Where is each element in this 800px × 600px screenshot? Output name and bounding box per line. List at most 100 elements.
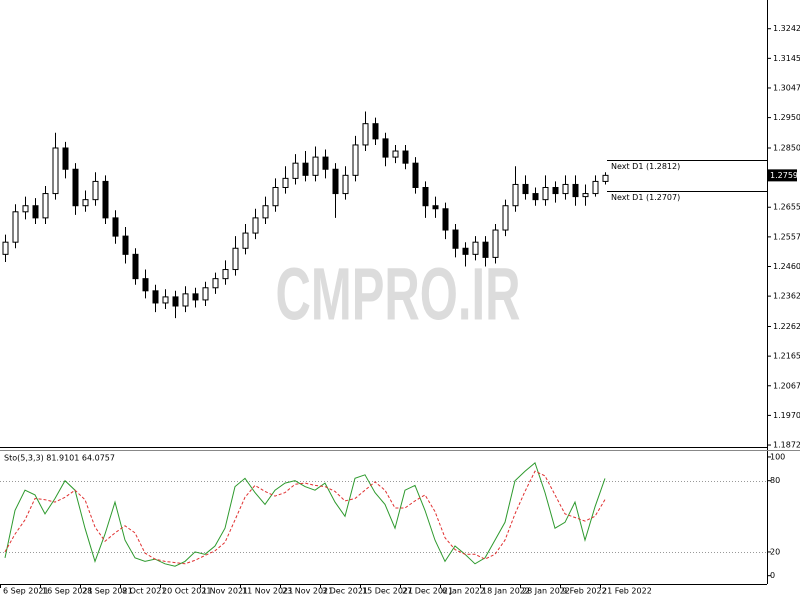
y-tick-label: 1.25575	[773, 232, 800, 241]
candle-body	[222, 269, 229, 280]
y-tick-label: 0	[770, 571, 775, 580]
x-tick-label: 21 Feb 2022	[602, 587, 652, 596]
candle-body	[132, 253, 139, 280]
candle-body	[472, 241, 479, 255]
candle-body	[262, 205, 269, 219]
candle-body	[2, 241, 9, 255]
candle-body	[182, 293, 189, 307]
y-tick-label: 80	[770, 476, 780, 485]
candle-body	[272, 186, 279, 207]
candle-body	[482, 241, 489, 258]
candle-body	[42, 193, 49, 219]
y-tick-label: 1.19700	[773, 411, 800, 420]
candle-body	[52, 147, 59, 195]
candle-body	[282, 177, 289, 188]
candle-body	[82, 199, 89, 207]
y-tick-label: 1.28500	[773, 143, 800, 152]
x-tick-label: 20 Oct 2021	[162, 587, 211, 596]
candle-body	[542, 186, 549, 201]
candle-body	[152, 290, 159, 304]
candle-body	[142, 278, 149, 292]
x-tick-label: 23 Nov 2021	[282, 587, 333, 596]
candle-body	[292, 162, 299, 179]
candle-body	[522, 183, 529, 195]
price-label: 1.27599	[770, 171, 800, 180]
candle-body	[162, 296, 169, 304]
y-tick-label: 1.21650	[773, 352, 800, 361]
watermark: CMPRO.IR	[276, 253, 521, 336]
candle-body	[572, 183, 579, 198]
candle-body	[212, 278, 219, 289]
y-tick-label: 1.32425	[773, 24, 800, 33]
candle-body	[232, 247, 239, 271]
x-tick-label: 6 Sep 2021	[3, 587, 49, 596]
candle-body	[462, 247, 469, 255]
x-tick-label: 6 Jan 2022	[442, 587, 485, 596]
candle-body	[252, 217, 259, 234]
x-tick-label: 18 Jan 2022	[482, 587, 530, 596]
indicator-title: Sto(5,3,3) 81.9101 64.0757	[4, 454, 115, 463]
y-tick-label: 100	[770, 452, 785, 461]
candle-body	[582, 193, 589, 198]
candle-body	[452, 229, 459, 249]
x-tick-label: 9 Feb 2022	[562, 587, 607, 596]
x-tick-label: 11 Nov 2021	[242, 587, 293, 596]
candle-body	[202, 287, 209, 301]
candle-body	[552, 186, 559, 195]
y-tick-label: 1.29500	[773, 113, 800, 122]
y-tick-label: 1.26550	[773, 203, 800, 212]
candle-body	[172, 296, 179, 307]
price-label-box	[767, 169, 797, 182]
x-tick-label: 3 Dec 2021	[322, 587, 368, 596]
x-tick-label: 28 Sep 2021	[82, 587, 133, 596]
candle-body	[402, 150, 409, 164]
y-tick-label: 1.20675	[773, 381, 800, 390]
candle-body	[332, 168, 339, 195]
candle-body	[422, 186, 429, 207]
y-tick-label: 1.31450	[773, 54, 800, 63]
candle-body	[412, 162, 419, 188]
candle-body	[32, 205, 39, 219]
y-tick-label: 1.24600	[773, 262, 800, 271]
candle-body	[112, 217, 119, 237]
y-tick-label: 20	[770, 547, 780, 556]
candle-body	[382, 138, 389, 158]
candle-body	[392, 150, 399, 158]
forecast-label: Next D1 (1.2812)	[611, 162, 680, 171]
candle-body	[372, 123, 379, 140]
candle-body	[362, 123, 369, 146]
candle-body	[102, 180, 109, 219]
y-tick-label: 1.22625	[773, 322, 800, 331]
candle-body	[342, 174, 349, 195]
candle-body	[12, 211, 19, 243]
candle-body	[192, 293, 199, 301]
candle-body	[62, 147, 69, 170]
candle-body	[22, 205, 29, 213]
candle-body	[352, 144, 359, 176]
indicator-line	[4, 470, 606, 565]
candle-body	[242, 232, 249, 249]
x-tick-label: 28 Jan 2022	[522, 587, 570, 596]
y-tick-label: 1.30475	[773, 83, 800, 92]
candle-body	[562, 183, 569, 195]
candle-body	[502, 205, 509, 231]
indicator-line	[4, 462, 606, 567]
candle-body	[492, 229, 499, 258]
candle-body	[432, 205, 439, 210]
candle-body	[92, 180, 99, 201]
candle-body	[512, 183, 519, 207]
candle-body	[602, 174, 609, 182]
x-tick-label: 15 Dec 2021	[362, 587, 413, 596]
y-tick-label: 1.23625	[773, 292, 800, 301]
forecast-label: Next D1 (1.2707)	[611, 193, 680, 202]
candle-body	[72, 168, 79, 207]
candle-body	[592, 180, 599, 195]
candle-body	[322, 156, 329, 170]
candle-body	[442, 208, 449, 231]
candle-body	[532, 193, 539, 201]
candle-body	[122, 235, 129, 255]
y-tick-label: 1.18725	[773, 441, 800, 450]
x-tick-label: 27 Dec 2021	[402, 587, 453, 596]
